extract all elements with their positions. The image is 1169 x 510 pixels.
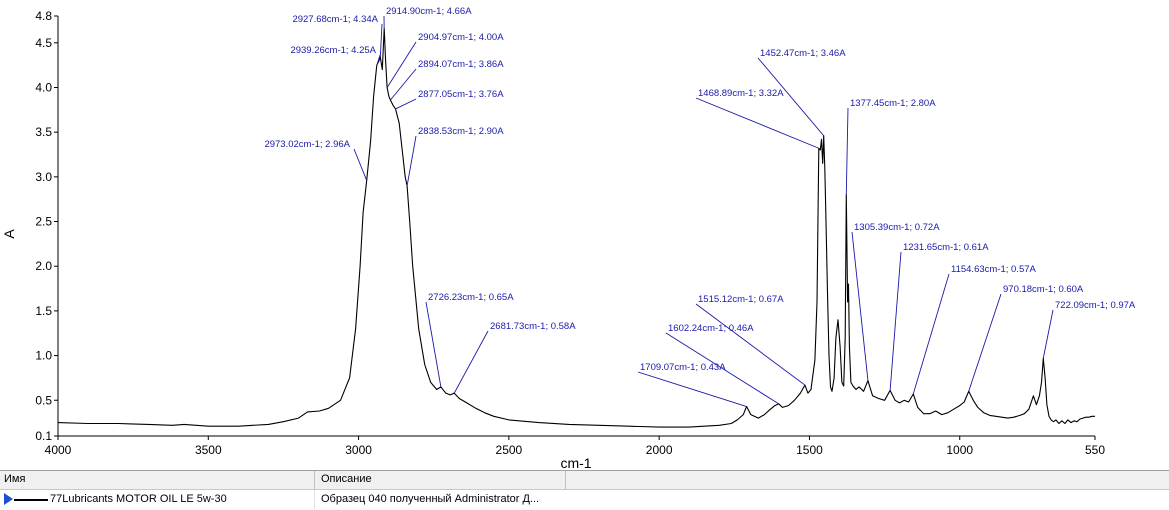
x-axis-label: cm-1 [560, 455, 591, 470]
peak-annotation-label: 1231.65cm-1; 0.61A [903, 242, 989, 253]
annotation-leader-line [454, 331, 488, 393]
peak-annotation-label: 2927.68cm-1; 4.34A [292, 14, 378, 25]
column-header-description-label: Описание [321, 473, 372, 485]
x-tick-label: 1500 [796, 443, 823, 457]
selected-arrow-icon [4, 493, 13, 505]
annotation-leader-line [380, 24, 382, 57]
y-tick-label: 1.0 [35, 349, 52, 363]
column-header-name[interactable]: Имя [0, 471, 315, 489]
annotation-leader-line [354, 149, 367, 180]
peak-annotation-label: 1602.24cm-1; 0.46A [668, 323, 754, 334]
peak-annotation-label: 2726.23cm-1; 0.65A [428, 292, 514, 303]
y-tick-label: 1.5 [35, 304, 52, 318]
x-tick-label: 3500 [195, 443, 222, 457]
spectrum-name: 77Lubricants MOTOR OIL LE 5w-30 [50, 493, 227, 505]
x-tick-label: 4000 [45, 443, 72, 457]
peak-annotation-label: 1468.89cm-1; 3.32A [698, 88, 784, 99]
spectrum-chart: 4000 3500 3000 2500 2000 1500 1000 550 0.1 0.5 1.0… [0, 0, 1169, 470]
peak-annotation-label: 970.18cm-1; 0.60A [1003, 284, 1084, 295]
annotation-leader-line [846, 108, 848, 195]
y-tick-label: 2.0 [35, 259, 52, 273]
y-tick-label: 3.0 [35, 170, 52, 184]
y-axis-label: A [1, 229, 17, 239]
peak-annotation-label: 1515.12cm-1; 0.67A [698, 294, 784, 305]
y-tick-label: 4.0 [35, 80, 52, 94]
x-tick-label: 2500 [496, 443, 523, 457]
peak-annotations: 2914.90cm-1; 4.66A 2927.68cm-1; 4.34A 2939… [264, 6, 1135, 407]
peak-annotation-label: 2877.05cm-1; 3.76A [418, 89, 504, 100]
y-tick-label: 3.5 [35, 125, 52, 139]
peak-annotation-label: 1154.63cm-1; 0.57A [951, 264, 1037, 275]
peak-annotation-label: 1452.47cm-1; 3.46A [760, 48, 846, 59]
x-tick-label: 1000 [946, 443, 973, 457]
x-tick-label: 3000 [345, 443, 372, 457]
peak-annotation-label: 2939.26cm-1; 4.25A [290, 45, 376, 56]
spectrum-list: Имя Описание 77Lubricants MOTOR OIL LE 5… [0, 470, 1169, 510]
spectrum-row-name-cell: 77Lubricants MOTOR OIL LE 5w-30 [0, 490, 315, 509]
peak-annotation-label: 1305.39cm-1; 0.72A [854, 222, 940, 233]
y-tick-label: 0.1 [35, 429, 52, 443]
annotation-leader-line [852, 232, 868, 381]
y-tick-label: 4.5 [35, 36, 52, 50]
peak-annotation-label: 1709.07cm-1; 0.43A [640, 362, 726, 373]
annotation-leader-line [638, 372, 747, 407]
peak-annotation-label: 2681.73cm-1; 0.58A [490, 321, 576, 332]
x-tick-label: 550 [1085, 443, 1105, 457]
annotation-leader-line [913, 274, 949, 394]
peak-annotation-label: 2894.07cm-1; 3.86A [418, 59, 504, 70]
chart-ticks: 4000 3500 3000 2500 2000 1500 1000 550 0.1 0.5 1.0… [35, 9, 1105, 457]
y-tick-label: 2.5 [35, 215, 52, 229]
peak-annotation-label: 2914.90cm-1; 4.66A [386, 6, 472, 17]
annotation-leader-line [969, 294, 1001, 391]
peak-annotation-label: 1377.45cm-1; 2.80A [850, 98, 936, 109]
spectrum-description: Образец 040 полученный Administrator Д..… [321, 493, 539, 505]
column-header-description[interactable]: Описание [315, 471, 566, 489]
y-tick-label: 4.8 [35, 9, 52, 23]
peak-annotation-label: 2973.02cm-1; 2.96A [264, 139, 350, 150]
spectrum-list-header: Имя Описание [0, 471, 1169, 490]
annotation-leader-line [407, 136, 416, 186]
x-tick-label: 2000 [646, 443, 673, 457]
annotation-leader-line [696, 98, 819, 148]
line-style-icon [14, 499, 48, 501]
peak-annotation-label: 722.09cm-1; 0.97A [1055, 300, 1136, 311]
annotation-leader-line [390, 69, 416, 100]
y-tick-label: 0.5 [35, 393, 52, 407]
annotation-leader-line [396, 99, 416, 109]
spectrum-row[interactable]: 77Lubricants MOTOR OIL LE 5w-30 Образец … [0, 490, 1169, 509]
annotation-leader-line [890, 252, 901, 390]
annotation-leader-line [387, 42, 416, 87]
annotation-leader-line [1043, 310, 1053, 358]
peak-annotation-label: 2838.53cm-1; 2.90A [418, 126, 504, 137]
peak-annotation-label: 2904.97cm-1; 4.00A [418, 32, 504, 43]
column-header-name-label: Имя [4, 473, 25, 485]
